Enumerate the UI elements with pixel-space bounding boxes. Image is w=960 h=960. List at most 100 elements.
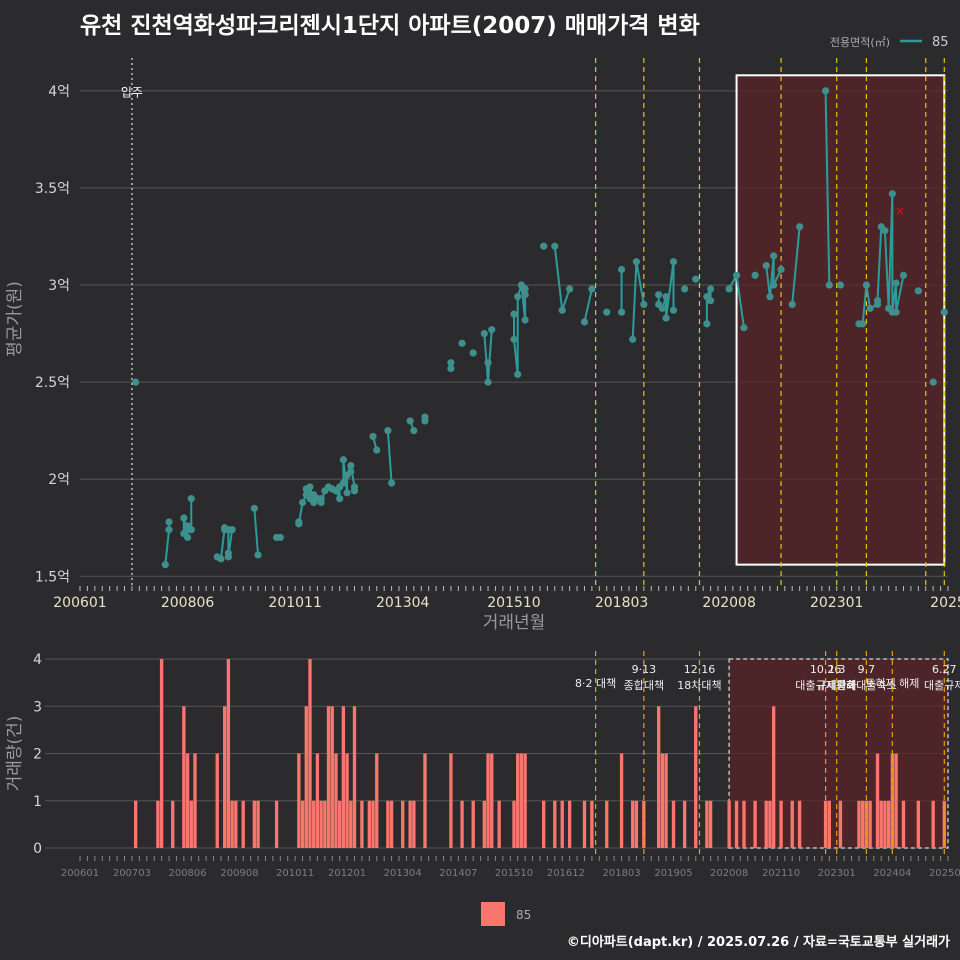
y-tick-label: 1.5억 xyxy=(35,569,70,585)
bar-x-tick-label: 202110 xyxy=(762,868,800,879)
volume-bar xyxy=(274,800,279,848)
volume-bar xyxy=(241,800,245,848)
chart-title: 유천 진천역화성파크리젠시1단지 아파트(2007) 매매가격 변화 xyxy=(80,13,700,39)
series-segment xyxy=(895,275,905,313)
data-point xyxy=(796,223,804,231)
data-point xyxy=(165,526,173,534)
data-point xyxy=(339,456,347,464)
volume-bar xyxy=(560,800,564,848)
data-point xyxy=(180,514,188,522)
data-point xyxy=(551,242,559,250)
volume-bar xyxy=(252,800,257,848)
bar-x-tick-label: 201510 xyxy=(495,868,533,879)
policy-label: 규제완화 xyxy=(816,679,856,692)
bar-x-tick-label: 200703 xyxy=(113,868,151,879)
volume-bar xyxy=(868,800,872,848)
data-point xyxy=(892,279,900,287)
bar-x-tick-label: 201905 xyxy=(654,868,692,879)
bar-x-tick-label: 201011 xyxy=(276,868,314,879)
data-point xyxy=(617,265,626,274)
volume-bar xyxy=(497,800,501,848)
data-point xyxy=(217,555,225,563)
data-point xyxy=(914,287,922,295)
series-segment xyxy=(483,333,490,383)
data-point xyxy=(484,378,492,386)
series-segment xyxy=(865,284,872,309)
data-point xyxy=(317,498,325,507)
bar-y-axis-title: 거래량(건) xyxy=(5,716,25,792)
policy-label: 9·13 xyxy=(632,663,657,676)
data-point xyxy=(387,479,396,487)
bar-y-tick-label: 1 xyxy=(33,794,42,810)
volume-bar xyxy=(838,800,843,848)
data-point xyxy=(298,498,307,507)
bar-x-tick-label: 201407 xyxy=(439,868,477,879)
data-point xyxy=(187,526,195,534)
data-point xyxy=(161,561,169,569)
data-point xyxy=(888,190,896,198)
data-point xyxy=(681,285,689,293)
volume-bar xyxy=(408,800,412,848)
data-point xyxy=(825,281,833,289)
data-point xyxy=(762,262,770,270)
data-point xyxy=(540,242,548,250)
volume-bar xyxy=(371,800,375,848)
data-point xyxy=(632,258,641,266)
volume-bar xyxy=(319,800,323,848)
volume-bar xyxy=(330,706,334,848)
bar-legend-label: 85 xyxy=(516,908,531,922)
bar-y-tick-label: 2 xyxy=(33,747,42,763)
volume-bar xyxy=(660,753,665,848)
bar-x-tick-label: 202008 xyxy=(710,868,748,879)
data-point xyxy=(725,285,733,293)
current-price-marker: × xyxy=(895,204,905,218)
data-point xyxy=(558,306,566,314)
volume-bar xyxy=(423,753,427,848)
volume-bar xyxy=(797,800,802,848)
x-tick-label: 201510 xyxy=(487,595,540,611)
x-tick-label: 201803 xyxy=(595,595,648,611)
volume-bar xyxy=(879,800,883,848)
data-point xyxy=(369,432,377,441)
policy-label: 토허제 해제 xyxy=(865,676,919,690)
data-point xyxy=(521,285,529,293)
volume-bar xyxy=(656,706,661,848)
volume-bar xyxy=(449,753,453,848)
volume-bar xyxy=(337,800,342,848)
volume-bar xyxy=(334,753,338,848)
data-point xyxy=(662,293,670,301)
data-point xyxy=(480,329,488,338)
series-segment xyxy=(561,288,571,311)
data-point xyxy=(183,533,192,542)
data-point xyxy=(228,526,236,534)
data-point xyxy=(384,427,392,435)
data-point xyxy=(859,320,867,328)
data-point xyxy=(669,306,678,314)
volume-bar xyxy=(827,800,831,848)
data-point xyxy=(410,427,418,435)
data-point xyxy=(929,378,937,386)
x-axis-title: 거래년월 xyxy=(483,613,546,633)
series-segment xyxy=(487,329,493,383)
x-tick-label: 2025 xyxy=(930,595,960,611)
volume-bar xyxy=(883,800,887,848)
data-point xyxy=(187,495,195,503)
bar-legend-swatch xyxy=(481,902,505,926)
data-point xyxy=(343,489,351,497)
data-point xyxy=(770,252,778,260)
series-segment xyxy=(765,265,771,297)
volume-bar xyxy=(771,706,776,848)
data-point xyxy=(336,495,344,503)
data-point xyxy=(732,271,741,279)
data-point xyxy=(254,551,262,559)
bar-x-tick-label: 201201 xyxy=(328,868,366,879)
data-point xyxy=(224,553,232,561)
legend-title: 전용면적(㎡) xyxy=(830,36,890,49)
highlight-region xyxy=(735,74,946,566)
volume-bar xyxy=(705,800,709,848)
volume-bar xyxy=(460,800,464,848)
series-segment xyxy=(824,90,831,286)
series-segment xyxy=(253,508,260,556)
data-point xyxy=(588,285,596,293)
volume-bar xyxy=(553,800,557,848)
